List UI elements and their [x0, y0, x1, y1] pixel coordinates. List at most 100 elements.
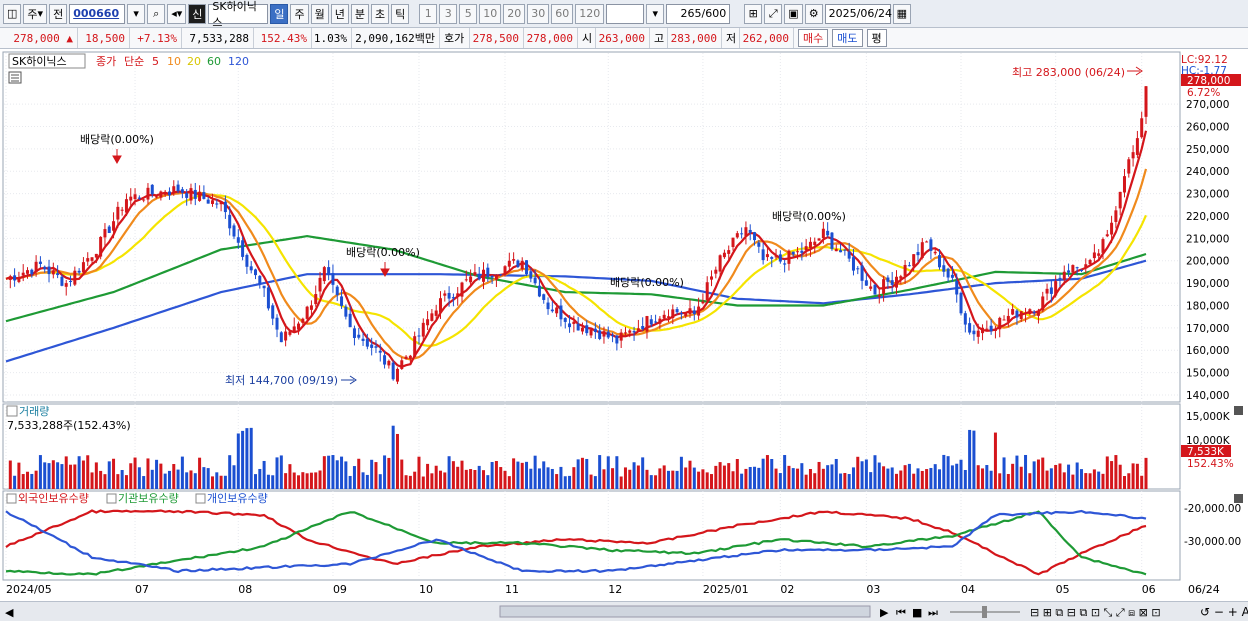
- volume-bar: [189, 470, 193, 489]
- price-tick-label: 270,000: [1186, 99, 1229, 111]
- candle-body: [150, 184, 154, 195]
- draw-icon[interactable]: ⤢: [764, 3, 783, 24]
- volume-bar: [912, 473, 916, 489]
- zoom-controls[interactable]: ↺ − + A: [1200, 605, 1248, 619]
- volume-bar: [292, 472, 296, 489]
- sin-button[interactable]: 신: [188, 3, 207, 24]
- tab-day[interactable]: 일: [270, 3, 289, 24]
- candle-body: [718, 255, 722, 272]
- x-axis-label: 04: [961, 583, 975, 596]
- scroll-right-icon[interactable]: ▶: [880, 606, 889, 619]
- price-tick-label: 220,000: [1186, 211, 1229, 223]
- high-note: 최고 283,000 (06/24): [1012, 66, 1125, 79]
- candle-body: [374, 346, 378, 348]
- tab-tick[interactable]: 틱: [391, 3, 410, 24]
- avg-button[interactable]: 평: [866, 29, 887, 47]
- candle-body: [124, 199, 128, 213]
- tab-year[interactable]: 년: [330, 3, 349, 24]
- chart-area[interactable]: SK하이닉스 종가 단순 5 10 20 60 120 270,000 260,0…: [0, 50, 1248, 621]
- custom-interval-dropdown[interactable]: ▾: [646, 3, 665, 24]
- prev-button[interactable]: 전: [49, 3, 68, 24]
- volume-bar: [576, 459, 580, 489]
- candle-body: [593, 328, 597, 332]
- candle-body: [241, 240, 245, 257]
- candle-body: [834, 249, 838, 252]
- volume-bar: [572, 467, 576, 489]
- volume-close-icon[interactable]: [1234, 406, 1243, 415]
- search-icon[interactable]: ⌕: [147, 3, 166, 24]
- volume-bar: [460, 460, 464, 489]
- tab-second[interactable]: 초: [370, 3, 390, 24]
- volume-bar: [903, 465, 907, 489]
- candle-body: [675, 309, 679, 313]
- candle-body: [873, 284, 877, 295]
- candle-body: [1071, 265, 1075, 273]
- scrollbar-controls[interactable]: ◀ ▶ ⏮ ■ ⏭ ⊟ ⊞ ⧉ ⊟ ⧉ ⊡ ⤡ ⤢ ⧈ ⊠ ⊡ ↺ − + A: [0, 602, 1248, 622]
- interval-10[interactable]: 10: [479, 3, 502, 24]
- last-icon[interactable]: ⏭: [928, 606, 938, 619]
- holding-close-icon[interactable]: [1234, 494, 1243, 503]
- volume-bar: [99, 470, 103, 489]
- date-field[interactable]: 2025/06/24: [824, 3, 892, 24]
- interval-30[interactable]: 30: [527, 3, 550, 24]
- calendar-icon[interactable]: ▦: [892, 3, 912, 24]
- volume-bar: [1097, 471, 1101, 489]
- tab-month[interactable]: 월: [310, 3, 329, 24]
- volume-bar: [51, 460, 55, 489]
- buy-button[interactable]: 매수: [798, 29, 829, 47]
- layout-icons[interactable]: ⊟ ⊞ ⧉ ⊟ ⧉ ⊡ ⤡ ⤢ ⧈ ⊠ ⊡: [1030, 606, 1161, 619]
- scroll-left-icon[interactable]: ◀: [5, 606, 14, 619]
- volume-panel-icon[interactable]: [6, 405, 18, 417]
- interval-120[interactable]: 120: [575, 3, 605, 24]
- interval-60[interactable]: 60: [551, 3, 574, 24]
- candle-body: [309, 305, 313, 310]
- speaker-icon[interactable]: ◂▾: [167, 3, 187, 24]
- volume-bar: [365, 474, 369, 489]
- candle-body: [327, 267, 331, 275]
- volume-bar: [322, 456, 326, 489]
- dividend-arrow-2: [380, 262, 390, 278]
- interval-20[interactable]: 20: [503, 3, 526, 24]
- candle-body: [568, 323, 572, 328]
- stop-icon[interactable]: ■: [912, 606, 922, 619]
- window-icon[interactable]: ◫: [3, 3, 22, 24]
- interval-1[interactable]: 1: [419, 3, 438, 24]
- stock-name-field[interactable]: SK하이닉스: [208, 0, 269, 29]
- volume-bar: [1011, 463, 1015, 489]
- gear-icon[interactable]: ⚙: [804, 3, 823, 24]
- save-icon[interactable]: ▣: [784, 3, 803, 24]
- candle-body: [1079, 270, 1083, 272]
- candle-body: [580, 327, 584, 332]
- count-field[interactable]: 265/600: [666, 3, 731, 24]
- chart-tools-icon[interactable]: ⊞: [744, 3, 763, 24]
- volume-bar: [748, 466, 752, 489]
- stock-chart[interactable]: SK하이닉스 종가 단순 5 10 20 60 120 270,000 260,0…: [0, 50, 1248, 601]
- custom-interval-input[interactable]: [606, 3, 645, 24]
- volume-bar: [679, 456, 683, 489]
- candle-body: [1075, 267, 1079, 269]
- candle-body: [761, 249, 765, 261]
- candle-body: [284, 331, 288, 341]
- candle-body: [417, 335, 421, 337]
- candle-body: [963, 313, 967, 325]
- code-dropdown-icon[interactable]: ▾: [127, 3, 146, 24]
- tab-week[interactable]: 주: [290, 3, 309, 24]
- candle-body: [210, 200, 214, 204]
- sell-button[interactable]: 매도: [832, 29, 863, 47]
- volume-bar: [821, 468, 825, 489]
- individual-holding-line: [5, 509, 1147, 574]
- volume-bar: [94, 462, 98, 489]
- volume-bar: [112, 458, 116, 489]
- candle-body: [770, 257, 774, 259]
- scroll-thumb[interactable]: [499, 605, 871, 618]
- zoom-slider-handle[interactable]: [982, 606, 987, 618]
- interval-5[interactable]: 5: [459, 3, 478, 24]
- first-icon[interactable]: ⏮: [896, 606, 906, 619]
- chart-scrollbar[interactable]: ◀ ▶ ⏮ ■ ⏭ ⊟ ⊞ ⧉ ⊟ ⧉ ⊡ ⤡ ⤢ ⧈ ⊠ ⊡ ↺ − + A: [0, 601, 1248, 621]
- tab-minute[interactable]: 분: [350, 3, 369, 24]
- period-dropdown[interactable]: 주 ▾: [23, 3, 48, 24]
- stock-code-input[interactable]: 000660: [69, 3, 126, 24]
- holding-panel-icon[interactable]: [6, 493, 17, 504]
- candle-body: [1101, 239, 1105, 253]
- interval-3[interactable]: 3: [439, 3, 458, 24]
